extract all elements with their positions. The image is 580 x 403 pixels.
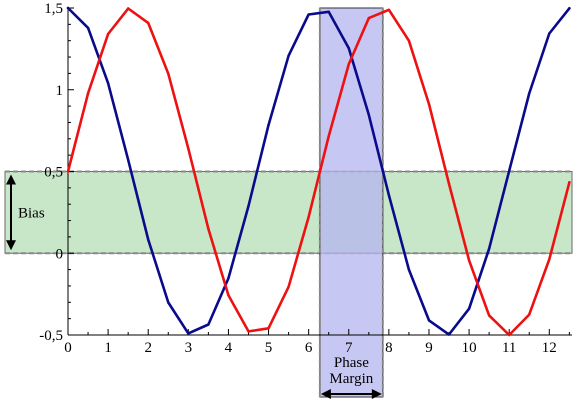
series-1-point bbox=[207, 323, 210, 326]
x-tick-label: 8 bbox=[385, 340, 393, 356]
series-2-point bbox=[528, 313, 531, 316]
series-2-point bbox=[307, 215, 310, 219]
series-2-point bbox=[66, 170, 70, 173]
bias-arrow-head-up bbox=[6, 174, 16, 185]
series-1-point bbox=[347, 47, 350, 50]
series-2-point bbox=[86, 91, 90, 95]
y-tick-label: -0,5 bbox=[39, 328, 63, 344]
series-2-point bbox=[467, 259, 471, 262]
series-1-point bbox=[427, 319, 431, 322]
series-2-point bbox=[287, 285, 290, 288]
phase-arrow-head-right bbox=[371, 389, 382, 399]
series-1-point bbox=[307, 13, 310, 16]
series-1-point bbox=[548, 32, 551, 35]
x-tick-label: 7 bbox=[345, 340, 353, 356]
x-tick-label: 5 bbox=[265, 340, 273, 356]
series-1-point bbox=[467, 307, 471, 310]
series-2-point bbox=[487, 314, 491, 317]
y-tick-label: 1,5 bbox=[44, 1, 63, 17]
x-tick-label: 2 bbox=[144, 340, 152, 356]
series-2-point bbox=[126, 7, 130, 10]
series-2-point bbox=[548, 258, 551, 261]
series-1-point bbox=[247, 204, 250, 208]
x-tick-label: 6 bbox=[305, 340, 313, 356]
series-1-point bbox=[287, 54, 290, 57]
y-tick-label: 0 bbox=[56, 246, 64, 262]
series-1-point bbox=[126, 158, 130, 162]
bias-band bbox=[4, 171, 573, 254]
x-tick-label: 4 bbox=[225, 340, 233, 356]
series-1-point bbox=[568, 7, 571, 10]
series-2-point bbox=[267, 327, 270, 330]
series-2-point bbox=[227, 294, 230, 297]
series-line-1 bbox=[66, 6, 571, 336]
series-2-point bbox=[147, 21, 150, 25]
bias-label: Bias bbox=[18, 205, 45, 221]
x-tick-label: 0 bbox=[64, 340, 72, 356]
series-2-point bbox=[568, 181, 571, 184]
phase-margin-band bbox=[319, 7, 384, 398]
series-1-point bbox=[507, 169, 511, 173]
series-2-point bbox=[106, 32, 110, 36]
series-2-point bbox=[387, 8, 391, 11]
series-2-point bbox=[427, 102, 431, 106]
series-1-point bbox=[487, 247, 491, 251]
phase-arrow-head-left bbox=[320, 389, 331, 399]
x-tick-label: 10 bbox=[462, 340, 477, 356]
series-2-point bbox=[507, 333, 511, 337]
x-tick-label: 11 bbox=[502, 340, 516, 356]
series-2-point bbox=[367, 16, 371, 20]
phase-margin-label-line2: Margin bbox=[329, 371, 373, 387]
x-tick-label: 1 bbox=[104, 340, 112, 356]
bias-arrow-head-down bbox=[6, 240, 16, 251]
series-2-point bbox=[187, 147, 190, 150]
series-2-point bbox=[407, 39, 411, 42]
series-1-point bbox=[407, 268, 411, 271]
phase-margin-label-line1: Phase bbox=[334, 355, 369, 371]
series-1-point bbox=[147, 238, 150, 241]
y-tick-label: 1 bbox=[56, 83, 64, 99]
series-line-2 bbox=[66, 7, 571, 337]
series-1-point bbox=[367, 113, 371, 116]
series-1-point bbox=[187, 332, 190, 335]
series-1-point bbox=[227, 277, 230, 280]
series-1-point bbox=[167, 301, 170, 304]
series-2-point bbox=[447, 182, 451, 185]
series-1-point bbox=[327, 10, 330, 13]
series-1-point bbox=[66, 6, 70, 10]
series-2-point bbox=[167, 72, 170, 75]
series-1-point bbox=[528, 92, 531, 95]
series-2-point bbox=[207, 227, 210, 231]
y-tick-label: 0,5 bbox=[44, 165, 63, 181]
series-1-point bbox=[447, 333, 451, 336]
series-1-point bbox=[267, 123, 270, 127]
series-2-point bbox=[247, 330, 250, 333]
series-1-point bbox=[106, 82, 110, 85]
x-tick-label: 3 bbox=[185, 340, 193, 356]
series-2-point bbox=[327, 135, 330, 138]
series-1-point bbox=[86, 26, 90, 30]
x-tick-label: 9 bbox=[425, 340, 433, 356]
series-1-point bbox=[387, 194, 391, 197]
x-tick-label: 12 bbox=[542, 340, 557, 356]
series-2-point bbox=[347, 62, 350, 66]
